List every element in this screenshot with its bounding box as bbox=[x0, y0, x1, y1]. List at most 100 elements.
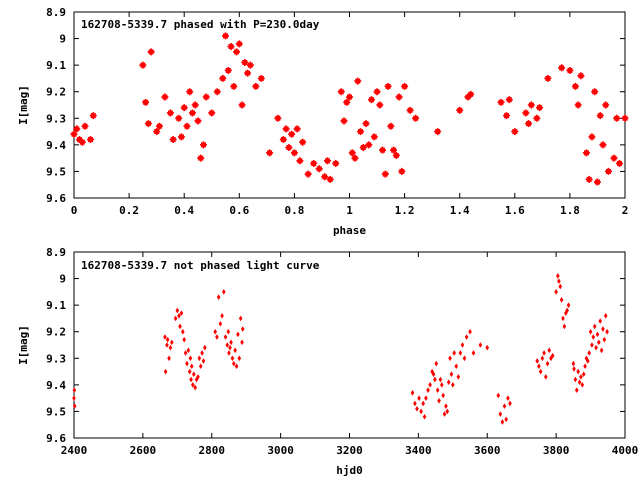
data-point-cross bbox=[238, 101, 246, 109]
data-point-cross bbox=[78, 138, 86, 146]
data-point bbox=[535, 358, 539, 364]
data-point bbox=[433, 376, 437, 383]
data-point bbox=[543, 374, 548, 380]
data-point-cross bbox=[522, 109, 530, 117]
data-point bbox=[177, 312, 181, 319]
data-point bbox=[590, 342, 594, 348]
data-point-cross bbox=[147, 48, 155, 56]
data-point bbox=[175, 307, 180, 314]
data-point bbox=[191, 382, 195, 388]
data-point bbox=[163, 334, 167, 340]
data-point-cross bbox=[602, 101, 610, 109]
data-point-cross bbox=[321, 173, 329, 181]
data-point-cross bbox=[337, 88, 345, 96]
data-point-cross bbox=[246, 61, 254, 69]
data-point-cross bbox=[202, 93, 210, 101]
data-point bbox=[170, 339, 174, 346]
data-point-cross bbox=[357, 128, 365, 136]
data-point-cross bbox=[304, 170, 312, 178]
data-point-cross bbox=[544, 74, 552, 82]
data-point-cross bbox=[434, 128, 442, 136]
data-point bbox=[562, 323, 567, 330]
data-point bbox=[598, 318, 603, 324]
data-point bbox=[426, 387, 430, 393]
data-point bbox=[592, 323, 597, 330]
data-point-cross bbox=[379, 146, 387, 154]
data-point bbox=[508, 400, 512, 407]
data-point-cross bbox=[87, 136, 95, 144]
y-tick-label: 9.4 bbox=[46, 379, 66, 392]
data-point bbox=[442, 411, 447, 417]
data-point bbox=[216, 294, 221, 300]
data-point bbox=[579, 374, 583, 380]
data-point-cross bbox=[219, 74, 227, 82]
data-point-cross bbox=[348, 149, 356, 157]
data-point-cross bbox=[290, 149, 298, 157]
data-point bbox=[215, 334, 219, 340]
data-point bbox=[554, 289, 558, 295]
data-point bbox=[557, 278, 561, 285]
data-point bbox=[434, 360, 439, 367]
data-point-cross bbox=[387, 122, 395, 130]
y-tick-label: 9.3 bbox=[46, 352, 66, 365]
data-point bbox=[234, 363, 239, 370]
data-point bbox=[410, 390, 415, 396]
data-point bbox=[72, 395, 76, 401]
data-point-cross bbox=[241, 58, 249, 66]
x-tick-label: 3000 bbox=[267, 444, 294, 457]
data-point-cross bbox=[155, 122, 163, 130]
x-tick-label: 3400 bbox=[405, 444, 432, 457]
data-point bbox=[577, 379, 582, 385]
data-point-cross bbox=[390, 146, 398, 154]
panel-title: 162708-5339.7 not phased light curve bbox=[81, 259, 320, 272]
x-tick-label: 2 bbox=[622, 204, 629, 217]
data-point bbox=[537, 363, 541, 370]
data-point bbox=[602, 336, 607, 343]
data-point bbox=[599, 347, 604, 354]
data-point bbox=[545, 360, 550, 367]
plot-frame bbox=[73, 11, 626, 199]
data-point bbox=[236, 331, 240, 338]
data-point bbox=[565, 307, 569, 314]
data-point bbox=[573, 376, 578, 383]
data-point-cross bbox=[142, 98, 150, 106]
data-point bbox=[189, 363, 194, 370]
data-point bbox=[430, 368, 434, 375]
data-point bbox=[538, 368, 543, 375]
data-point-cross bbox=[596, 112, 604, 120]
data-point-cross bbox=[359, 144, 367, 152]
data-point bbox=[559, 297, 564, 303]
data-point-cross bbox=[175, 114, 183, 122]
data-point bbox=[428, 382, 432, 388]
data-point bbox=[591, 334, 596, 340]
data-point-cross bbox=[577, 72, 585, 80]
data-point bbox=[227, 350, 231, 356]
axis-ticks: 2400 2600 2800 3000 3200 3400 3600 3800 4000 8.9 9… bbox=[46, 246, 638, 457]
data-point-cross bbox=[362, 120, 370, 128]
data-point-cross bbox=[81, 122, 89, 130]
data-point bbox=[240, 339, 244, 346]
data-point bbox=[185, 360, 189, 367]
data-point bbox=[498, 411, 503, 417]
y-tick-label: 9.2 bbox=[46, 326, 66, 339]
data-point-cross bbox=[279, 136, 287, 144]
data-point bbox=[446, 379, 451, 385]
data-point-cross bbox=[197, 154, 205, 162]
data-point-cross bbox=[412, 114, 420, 122]
x-tick-label: 0 bbox=[71, 204, 78, 217]
data-point bbox=[462, 355, 467, 362]
y-tick-label: 9.6 bbox=[46, 192, 66, 205]
data-point-cross bbox=[610, 154, 618, 162]
data-point bbox=[183, 350, 188, 356]
data-point bbox=[454, 363, 459, 370]
data-point bbox=[196, 374, 200, 380]
data-point bbox=[571, 360, 576, 367]
data-point bbox=[198, 363, 203, 370]
data-point-cross bbox=[533, 114, 541, 122]
data-point bbox=[178, 323, 182, 330]
data-point bbox=[594, 344, 598, 351]
data-point bbox=[188, 355, 193, 362]
data-point-cross bbox=[582, 149, 590, 157]
data-point-cross bbox=[326, 175, 334, 183]
